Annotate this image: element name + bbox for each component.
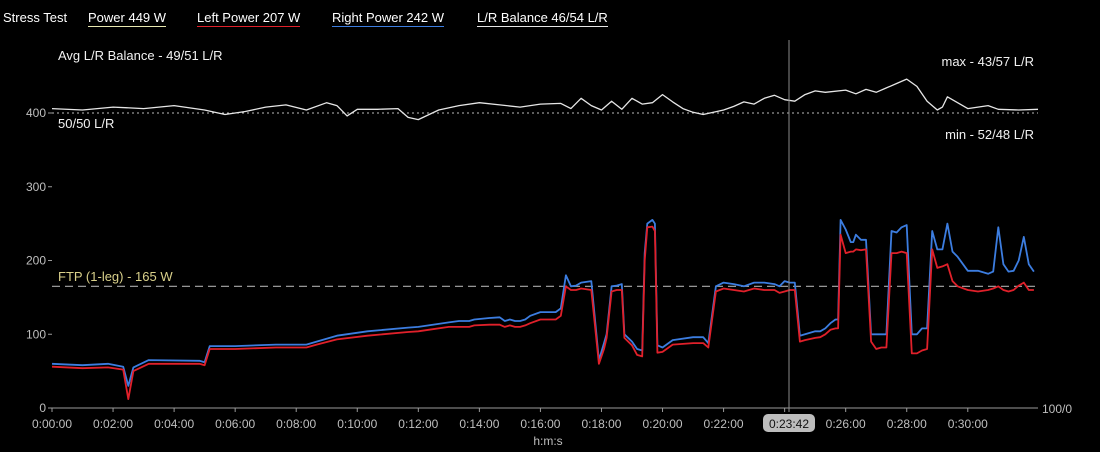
y-axis: 0 100 200 300 400 bbox=[26, 106, 52, 415]
avg-balance-label: Avg L/R Balance - 49/51 L/R bbox=[58, 48, 223, 63]
x-tick-label: 0:02:00 bbox=[93, 417, 133, 431]
chart-title: Stress Test bbox=[3, 10, 68, 25]
right-axis-label: 100/0 bbox=[1042, 402, 1072, 416]
legend-item-power[interactable]: Power 449 W bbox=[88, 10, 167, 27]
x-tick-label: 0:16:00 bbox=[520, 417, 560, 431]
series-line-left-power bbox=[51, 225, 1034, 401]
legend-item-right-power[interactable]: Right Power 242 W bbox=[332, 10, 444, 27]
x-tick-label: 0:14:00 bbox=[459, 417, 499, 431]
series-line-l-r-balance bbox=[51, 78, 1039, 121]
min-balance-label: min - 52/48 L/R bbox=[945, 127, 1034, 142]
baseline-balance-label: 50/50 L/R bbox=[58, 116, 114, 131]
x-tick-label: 0:10:00 bbox=[337, 417, 377, 431]
y-tick-label: 100 bbox=[26, 327, 46, 341]
x-axis-label: h:m:s bbox=[533, 434, 562, 448]
x-tick-label: 0:04:00 bbox=[154, 417, 194, 431]
legend-item-left-power[interactable]: Left Power 207 W bbox=[197, 10, 301, 27]
cursor-time-badge bbox=[763, 414, 815, 432]
x-axis: 0:00:00 0:02:00 0:04:00 0:06:00 0:08:00 0:10:… bbox=[32, 408, 988, 431]
x-tick-label: 0:08:00 bbox=[276, 417, 316, 431]
x-tick-label: 0:26:00 bbox=[826, 417, 866, 431]
y-tick-label: 0 bbox=[39, 401, 46, 415]
ftp-label: FTP (1-leg) - 165 W bbox=[58, 269, 173, 284]
x-tick-label: 0:06:00 bbox=[215, 417, 255, 431]
series-line-right-power bbox=[51, 218, 1035, 387]
x-tick-label: 0:30:00 bbox=[948, 417, 988, 431]
max-balance-label: max - 43/57 L/R bbox=[942, 54, 1035, 69]
y-tick-label: 400 bbox=[26, 106, 46, 120]
x-tick-label: 0:12:00 bbox=[398, 417, 438, 431]
x-tick-label: 0:22:00 bbox=[704, 417, 744, 431]
y-tick-label: 300 bbox=[26, 180, 46, 194]
series-group bbox=[51, 78, 1039, 401]
legend-bar: Stress Test Power 449 W Left Power 207 W… bbox=[0, 4, 1100, 27]
legend-item-lr-balance[interactable]: L/R Balance 46/54 L/R bbox=[477, 10, 608, 27]
x-tick-label: 0:18:00 bbox=[581, 417, 621, 431]
x-tick-label: 0:28:00 bbox=[887, 417, 927, 431]
x-tick-label: 0:20:00 bbox=[643, 417, 683, 431]
cursor-time-label: 0:23:42 bbox=[769, 417, 809, 431]
y-tick-label: 200 bbox=[26, 254, 46, 268]
x-tick-label: 0:00:00 bbox=[32, 417, 72, 431]
